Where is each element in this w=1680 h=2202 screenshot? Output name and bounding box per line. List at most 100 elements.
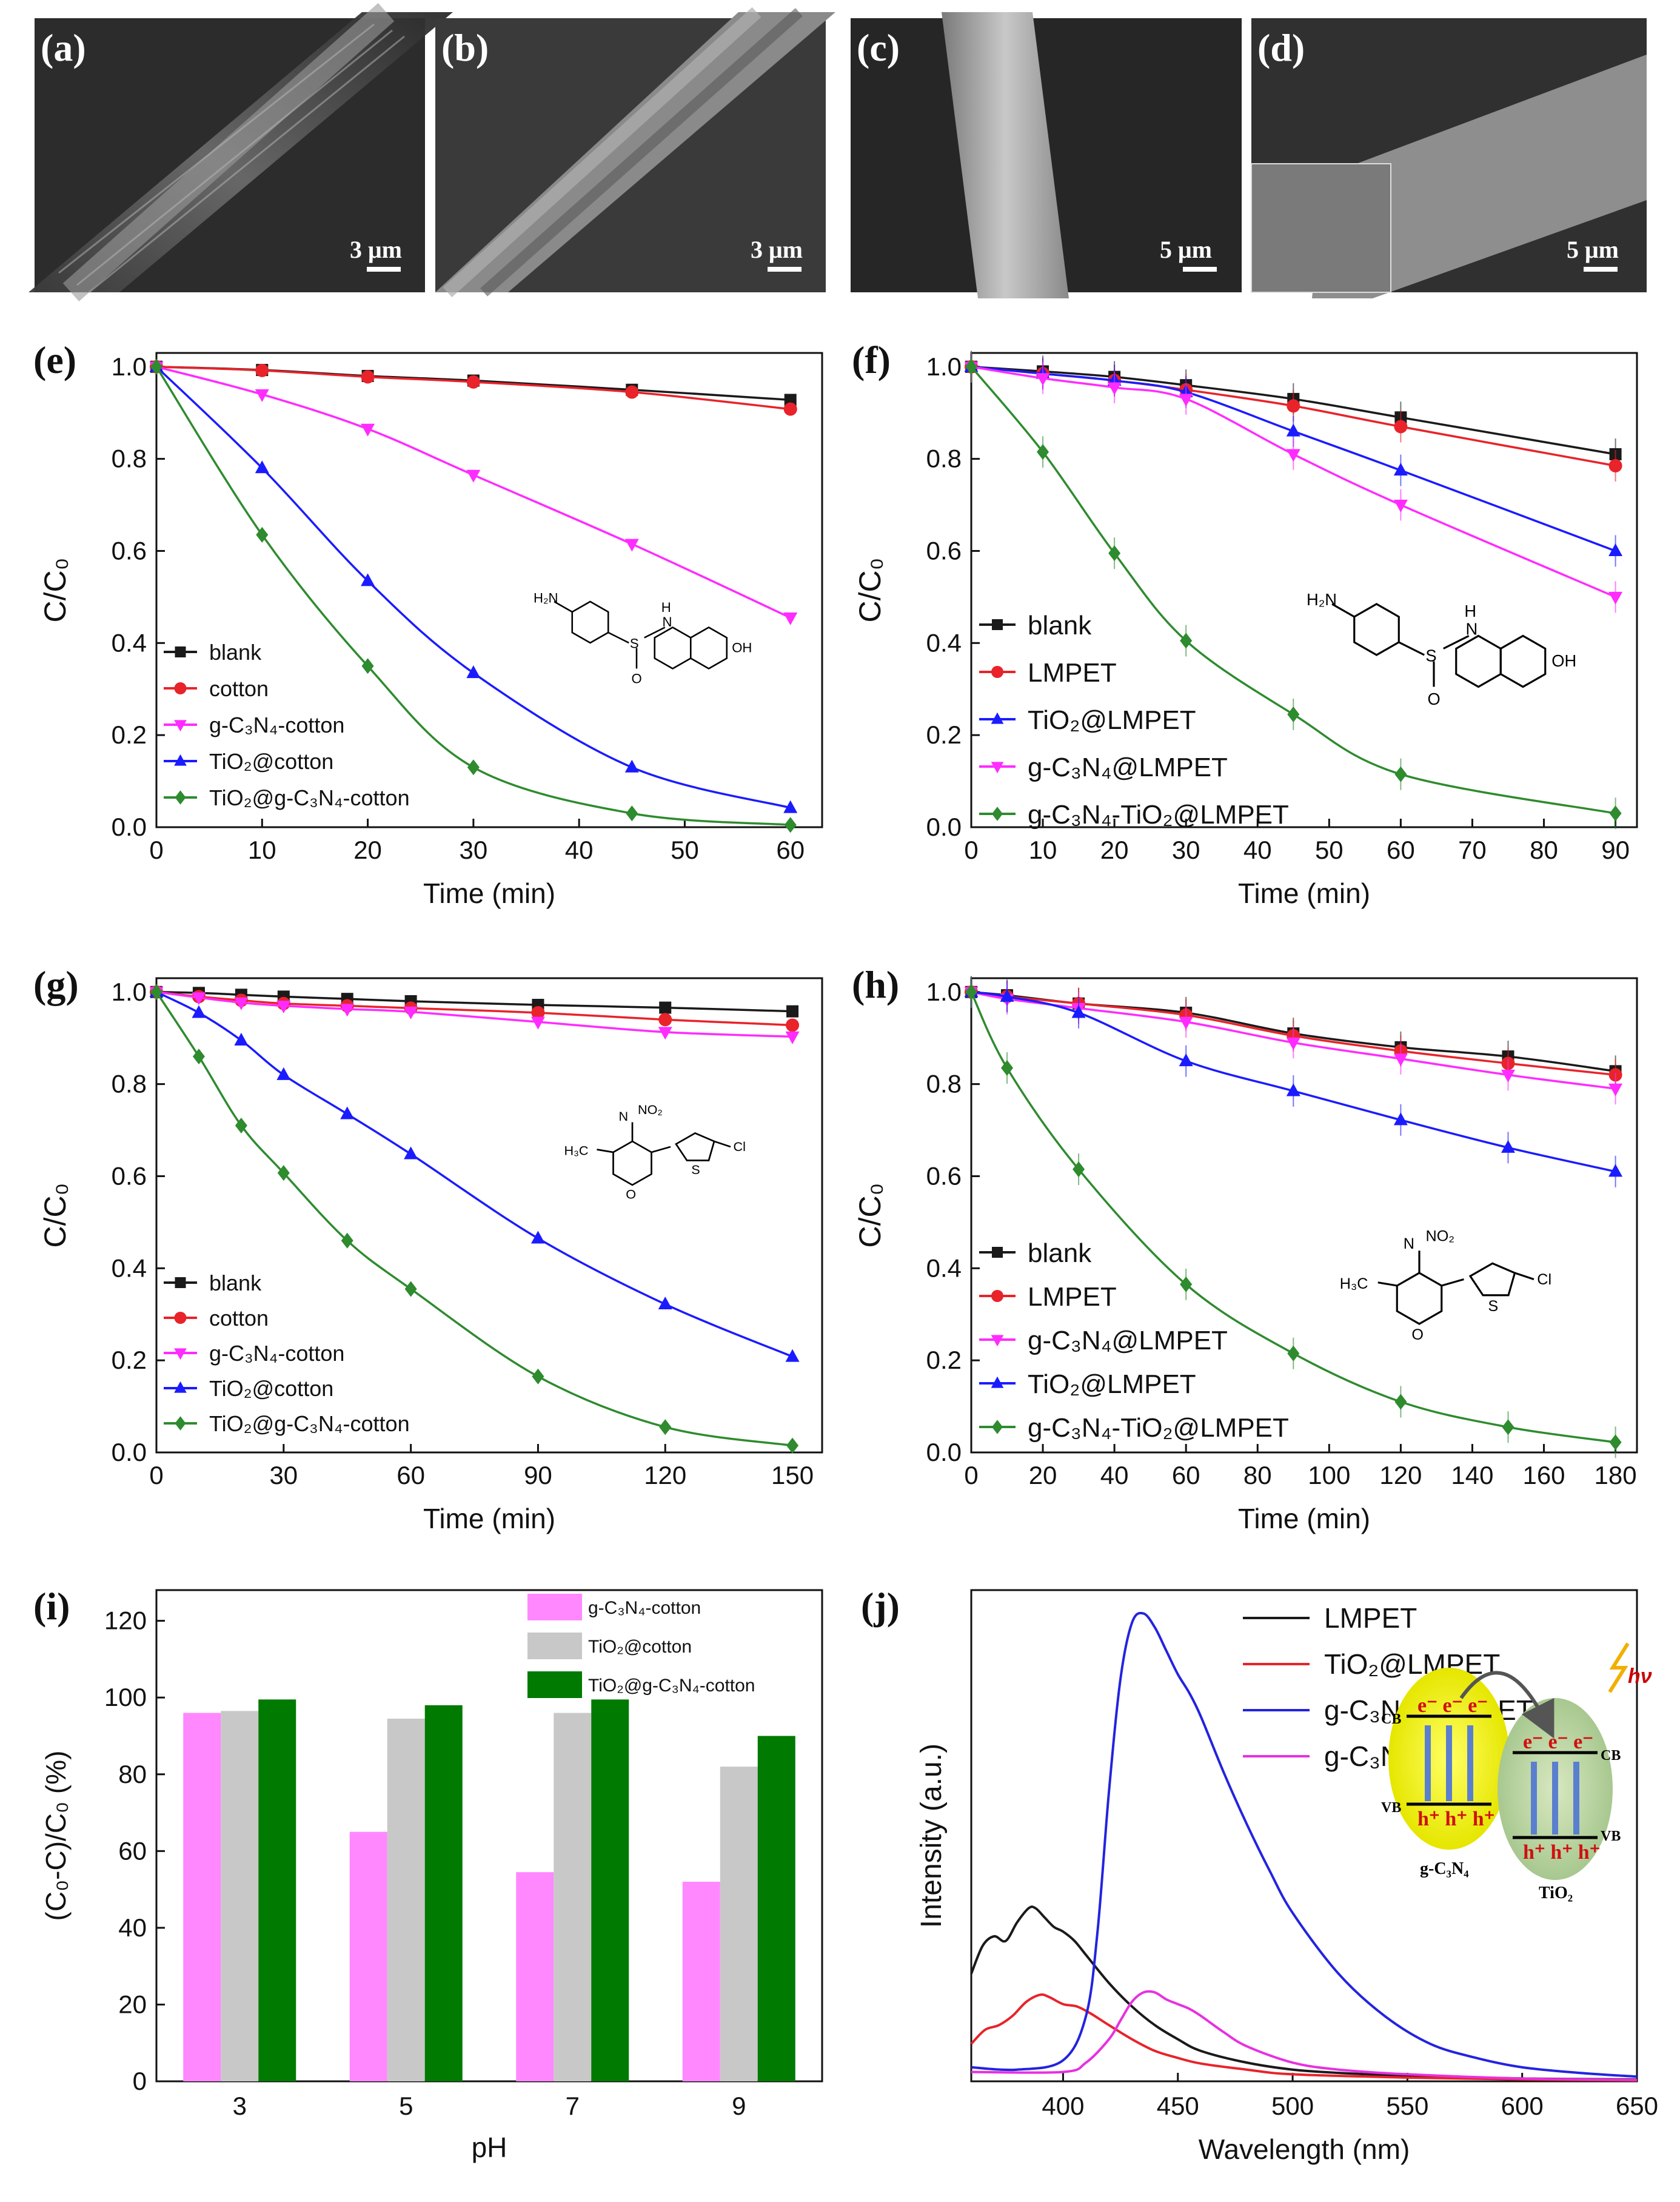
- data-point: [786, 1018, 800, 1032]
- y-tick-label: 1.0: [926, 978, 962, 1006]
- chart-h: (h) 0 20 40 60 80 100 120 140 160 180 0.0 0.2 0.4 0.6 0…: [852, 963, 1638, 1534]
- data-point: [1393, 1112, 1408, 1126]
- data-point: [786, 1437, 799, 1454]
- y-tick-label: 20: [118, 1990, 147, 2018]
- amine-label: H₂N: [1307, 590, 1337, 609]
- data-point: [234, 1032, 249, 1046]
- electron-transfer-arrow: [1459, 1671, 1555, 1739]
- bar: [349, 1831, 387, 2081]
- nitrogen-label: N: [663, 614, 672, 629]
- data-point: [361, 573, 375, 586]
- vb-label: VB: [1381, 1800, 1401, 1816]
- y-tick-label: 0.8: [112, 445, 147, 473]
- data-point: [404, 1146, 418, 1160]
- x-tick-label: 500: [1271, 2092, 1314, 2120]
- legend-marker: [991, 712, 1004, 724]
- legend-label: g-C₃N₄-TiO₂@LMPET: [1028, 1413, 1289, 1443]
- y-tick-label: 0.0: [926, 1438, 962, 1466]
- panel-label: (c): [857, 26, 900, 69]
- data-point: [276, 1001, 291, 1014]
- bar: [424, 1705, 463, 2081]
- y-tick-label: 100: [104, 1683, 147, 1711]
- legend-marker: [991, 1335, 1004, 1347]
- nitrogen-label: N: [1466, 619, 1478, 638]
- x-tick-label: 120: [644, 1461, 686, 1489]
- light-bolt-icon: [1608, 1642, 1630, 1693]
- x-tick-label: 80: [1243, 1461, 1272, 1489]
- data-point: [1001, 1060, 1014, 1076]
- legend-marker: [992, 1420, 1003, 1434]
- data-point: [1394, 420, 1408, 434]
- nh-label: H: [661, 600, 671, 615]
- data-point: [1180, 1276, 1193, 1292]
- data-point: [466, 469, 481, 483]
- plot-frame: [155, 977, 823, 1454]
- x-tick-label: 20: [1100, 836, 1129, 864]
- x-tick-label: 7: [566, 2092, 580, 2120]
- x-tick-label: 450: [1157, 2092, 1199, 2120]
- y-tick-label: 0.2: [112, 1346, 147, 1374]
- data-point: [659, 1001, 672, 1014]
- legend-label: TiO₂@cotton: [209, 1376, 333, 1401]
- spectrum-line: [970, 1993, 1638, 2082]
- y-tick-label: 1.0: [112, 352, 147, 381]
- x-tick-label: 0: [149, 836, 163, 864]
- legend-label: blank: [1028, 611, 1092, 640]
- molecule-sulfaquinoxaline-f: H₂N S O H N OH: [1307, 590, 1576, 708]
- data-point: [1608, 459, 1622, 473]
- sem-image-c: (c) 5 μm: [851, 12, 1242, 298]
- legend-label: blank: [209, 1271, 262, 1295]
- data-point: [1608, 543, 1623, 556]
- data-point: [1502, 1419, 1514, 1435]
- oxygen-label: O: [632, 671, 642, 686]
- series-line: [156, 366, 791, 619]
- x-axis-label: Time (min): [1238, 878, 1370, 909]
- y-axis-label: (C₀-C)/C₀ (%): [40, 1751, 72, 1921]
- series-line: [971, 366, 1616, 598]
- x-axis-label: Time (min): [423, 878, 555, 909]
- panel-label: (g): [33, 963, 79, 1006]
- y-tick-label: 0.2: [926, 720, 962, 749]
- data-point: [784, 817, 797, 833]
- hydroxyl-label: OH: [732, 640, 752, 655]
- y-tick-label: 120: [104, 1606, 147, 1635]
- chart-f: (f) 0 10 20 30 40 50 60 70 80 90 0.0 0.2 0.4 0.6 0.8 1.0…: [852, 338, 1638, 909]
- legend-swatch: [527, 1671, 582, 1698]
- legend-label: g-C₃N₄-cotton: [588, 1598, 701, 1618]
- panel-label: (j): [861, 1585, 900, 1628]
- data-point: [276, 1067, 291, 1080]
- data-point: [1287, 1345, 1300, 1361]
- y-tick-label: 0.6: [926, 536, 962, 565]
- scale-bar-label: 5 μm: [1160, 236, 1212, 263]
- panel-label: (f): [852, 338, 891, 381]
- y-tick-label: 40: [118, 1913, 147, 1942]
- series-line: [156, 991, 793, 1038]
- data-point: [624, 759, 639, 773]
- x-tick-label: 120: [1379, 1461, 1422, 1489]
- legend-label: blank: [1028, 1238, 1092, 1268]
- x-tick-label: 60: [1387, 836, 1415, 864]
- chloro-label: Cl: [734, 1139, 746, 1154]
- data-point: [1287, 706, 1300, 722]
- legend-marker: [175, 790, 186, 805]
- y-tick-label: 0.4: [112, 1254, 147, 1282]
- imine-n-label: N: [1404, 1235, 1414, 1252]
- data-point: [624, 539, 639, 552]
- panel-label: (a): [41, 26, 86, 69]
- spectrum-line: [971, 1611, 1638, 2078]
- scale-bar: [367, 267, 401, 272]
- legend-marker: [174, 682, 187, 694]
- x-tick-label: 550: [1386, 2092, 1428, 2120]
- data-point: [192, 992, 206, 1005]
- bar: [682, 1881, 720, 2081]
- data-point: [1286, 1037, 1300, 1050]
- data-point: [1287, 399, 1300, 413]
- legend-label: LMPET: [1324, 1602, 1417, 1634]
- x-tick-label: 140: [1451, 1461, 1493, 1489]
- legend-marker: [174, 1348, 187, 1360]
- scale-bar: [1584, 267, 1618, 272]
- data-point: [1036, 373, 1050, 386]
- gcn-label: g-C₃N₄: [1420, 1859, 1469, 1878]
- y-tick-label: 0: [133, 2067, 147, 2095]
- legend-label: g-C₃N₄@LMPET: [1028, 1326, 1228, 1355]
